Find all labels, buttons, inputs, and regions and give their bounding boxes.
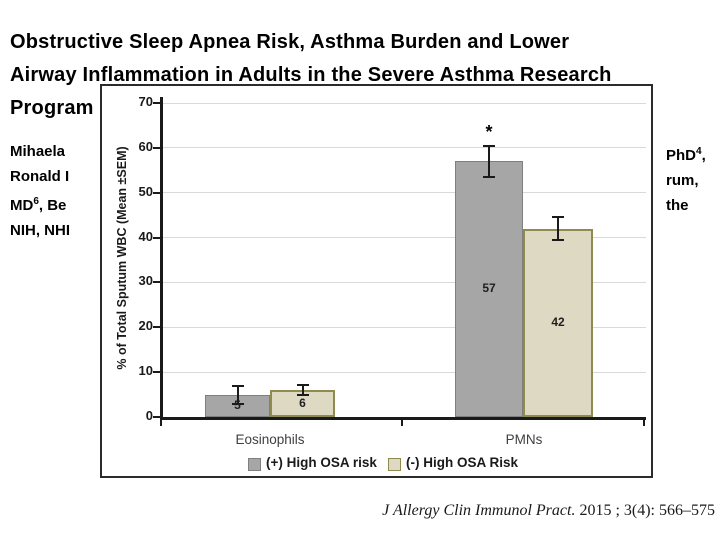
authors-right-column: PhD4, rum, the xyxy=(666,139,706,218)
y-tick-label-40: 40 xyxy=(138,228,153,244)
legend-swatch-high-osa xyxy=(248,458,261,471)
significance-star: * xyxy=(485,121,493,142)
gridline-10 xyxy=(163,371,646,373)
y-tick-mark-10 xyxy=(153,371,160,374)
error-bar xyxy=(236,385,239,404)
y-tick-mark-60 xyxy=(153,146,160,149)
x-axis-boundary-tick xyxy=(643,420,645,426)
gridline-40 xyxy=(163,237,646,239)
legend-label-high-osa: (+) High OSA risk xyxy=(266,455,377,470)
bar-pmns-series0 xyxy=(455,161,523,417)
y-tick-label-70: 70 xyxy=(138,94,153,109)
category-label-pmns: PMNs xyxy=(505,432,543,447)
bar-value-label: 6 xyxy=(299,395,306,410)
y-tick-label-60: 60 xyxy=(138,138,153,154)
y-axis-line xyxy=(160,97,163,419)
author-line: MD6, Be xyxy=(10,196,67,214)
y-tick-label-20: 20 xyxy=(138,318,153,334)
bar-value-label: 57 xyxy=(482,281,496,296)
x-axis-boundary-tick xyxy=(160,420,162,426)
error-bar-cap xyxy=(231,402,244,405)
authors-left-column: Mihaela Ronald I MD6, Be NIH, NHI xyxy=(10,139,70,243)
gridline-20 xyxy=(163,326,646,328)
author-line: rum, xyxy=(666,172,699,189)
y-tick-label-30: 30 xyxy=(138,273,153,289)
slide-title-line3: Program xyxy=(10,97,94,119)
author-line: PhD4, xyxy=(666,146,706,164)
error-bar-cap xyxy=(483,176,495,178)
error-bar-cap xyxy=(483,144,495,147)
gridline-70 xyxy=(163,102,646,104)
bar-chart: % of Total Sputum WBC (Mean ±SEM) Eosino… xyxy=(100,84,653,478)
category-label-eosinophils: Eosinophils xyxy=(235,432,305,447)
gridline-60 xyxy=(163,147,646,149)
x-axis-boundary-tick xyxy=(401,420,403,426)
citation-volume-pages: 2015 ; 3(4): 566–575 xyxy=(575,502,715,519)
error-bar-cap xyxy=(296,383,309,386)
author-line: Mihaela xyxy=(10,143,66,160)
y-tick-mark-0 xyxy=(153,416,160,418)
slide-title: Obstructive Sleep Apnea Risk, Asthma Bur… xyxy=(10,26,720,125)
error-bar xyxy=(488,145,490,177)
error-bar-cap xyxy=(231,384,244,387)
y-tick-mark-40 xyxy=(153,236,160,239)
error-bar xyxy=(301,384,304,396)
author-line: NIH, NHI xyxy=(10,222,70,239)
slide-title-line2: Airway Inflammation in Adults in the Sev… xyxy=(10,64,612,86)
citation-journal-name: J Allergy Clin Immunol Pract. xyxy=(382,502,576,519)
plot-area: % of Total Sputum WBC (Mean ±SEM) Eosino… xyxy=(102,86,651,476)
y-tick-label-50: 50 xyxy=(138,183,153,199)
x-axis-line xyxy=(160,417,646,420)
legend-label-no-high-osa: (-) High OSA Risk xyxy=(406,455,519,470)
bar-value-label: 42 xyxy=(551,314,565,329)
y-tick-mark-50 xyxy=(153,191,160,194)
error-bar xyxy=(557,216,559,241)
error-bar-cap xyxy=(552,215,564,218)
author-line: the xyxy=(666,197,689,214)
y-axis-title: % of Total Sputum WBC (Mean ±SEM) xyxy=(115,146,129,370)
y-tick-mark-70 xyxy=(153,102,160,104)
error-bar-cap xyxy=(552,239,564,242)
error-bar-cap xyxy=(296,394,309,397)
y-tick-mark-30 xyxy=(153,281,160,284)
gridline-30 xyxy=(163,281,646,283)
slide-title-line1: Obstructive Sleep Apnea Risk, Asthma Bur… xyxy=(10,31,570,53)
y-tick-label-10: 10 xyxy=(138,363,153,379)
y-tick-mark-20 xyxy=(153,326,160,329)
journal-citation: J Allergy Clin Immunol Pract. 2015 ; 3(4… xyxy=(382,502,715,520)
legend-swatch-no-high-osa xyxy=(388,458,401,471)
gridline-50 xyxy=(163,192,646,194)
y-tick-label-0: 0 xyxy=(145,408,153,423)
author-line: Ronald I xyxy=(10,168,70,185)
bar-value-label: 5 xyxy=(234,397,241,412)
